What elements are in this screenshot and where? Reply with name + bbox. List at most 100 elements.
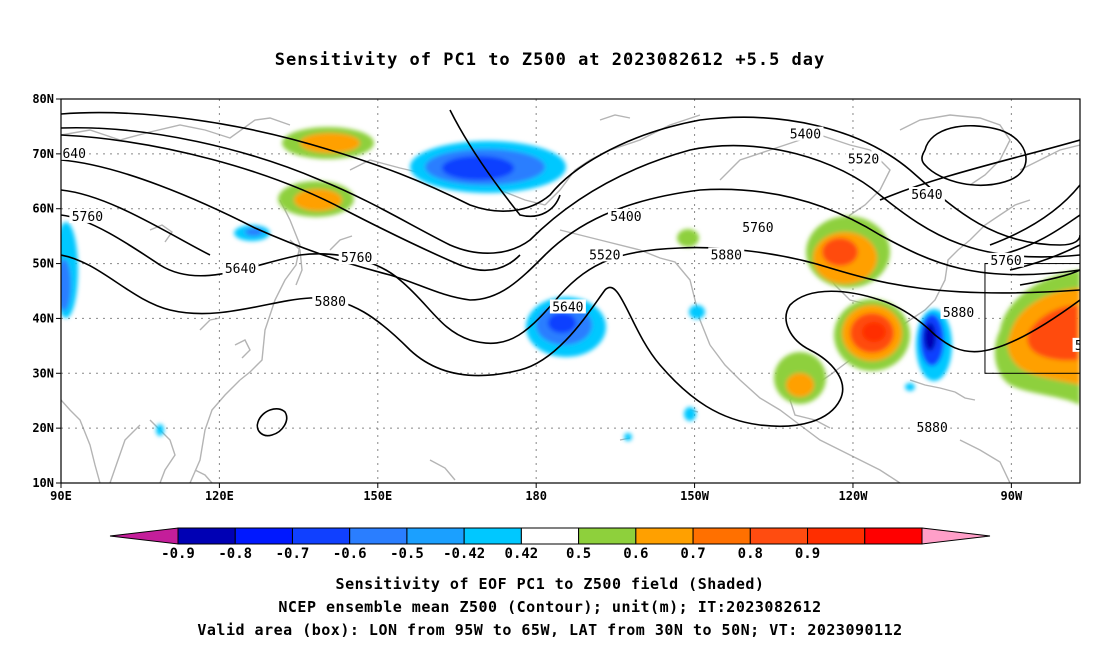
shade-neg-5-core [245,228,263,236]
contour-extra-2 [61,189,211,256]
contour-label: 5880 [943,306,974,321]
contour-label-bg [914,420,951,435]
colorbar-label: 0.7 [680,546,705,562]
colorbar-swatch [349,527,408,545]
colorbar-high-arrow [921,527,991,545]
x-tick-label: 120W [839,489,869,503]
x-tick-label: 150E [363,489,392,503]
x-tick-label: 120E [205,489,234,503]
shade-pos-5-core [862,322,886,342]
contour-label: 5640 [911,188,942,203]
x-tick-label: 90W [1001,489,1023,503]
colorbar-label: -0.7 [276,546,310,562]
colorbar-label: 0.6 [623,546,648,562]
x-tick-label: 90E [50,489,72,503]
contour-extra-6 [1019,269,1080,286]
shade-neg-7 [684,407,696,421]
contour-extra-3 [989,184,1080,246]
shade-neg-1-core [442,156,514,180]
contour-label-bg [908,187,945,201]
contour-label: 5760 [341,251,372,266]
contour-label-bg [312,293,349,308]
contour-extra-5 [1009,244,1080,271]
shade-pos-2-core [294,189,342,211]
contour-5880-loop [256,408,288,437]
colorbar-label: 0.9 [795,546,820,562]
colorbar-swatch [578,527,637,545]
contour-5280 [921,124,1027,187]
x-axis-ticks: 90E 120E 150E 180 150W 120W 90W [50,483,1023,503]
shade-neg-3-core [924,323,936,351]
shade-neg-9 [624,433,632,441]
contour-label: 5520 [848,152,879,167]
y-tick-label: 50N [32,257,54,271]
contour-5760 [61,214,1080,345]
x-tick-label: 180 [525,489,547,503]
contour-label: 5760 [742,221,773,236]
contour-label-bg [586,247,623,262]
shade-pos-7-core [1027,305,1078,361]
map-frame [60,98,1081,484]
shade-pos-3 [677,229,699,247]
contour-label: 5880 [315,295,346,310]
contour-label-bg [940,304,977,319]
contour-label-bg [988,252,1025,267]
contour-label-bg [845,151,882,166]
contour-5400b [449,109,561,217]
colorbar-label: -0.5 [390,546,424,562]
y-tick-label: 40N [32,311,54,325]
contour-label-bg [708,247,745,262]
shade-neg-10 [905,383,915,391]
shade-neg-2-core [548,313,576,333]
y-tick-label: 60N [32,202,54,216]
colorbar-swatch [749,527,809,545]
contour-label: 5760 [72,210,103,225]
shade-neg-8 [156,424,164,436]
map-title: Sensitivity of PC1 to Z500 at 2023082612… [274,50,826,70]
colorbar-label: -0.8 [218,546,252,562]
contour-label-bg [222,261,259,276]
colorbar-swatch [406,527,465,545]
contour-label-bg [338,250,375,265]
contour-extra-1 [61,134,521,271]
x-tick-label: 150W [680,489,710,503]
contour-label: 5880 [1075,339,1100,354]
contour-label-bg [1072,337,1080,352]
footer-line-1: Sensitivity of EOF PC1 to Z500 field (Sh… [335,575,765,593]
colorbar-swatch [291,527,351,545]
sensitivity-shading [61,127,1080,441]
contour-extra-4 [999,214,1080,256]
contour-label: 5400 [790,128,821,143]
colorbar-label: -0.6 [333,546,367,562]
y-tick-label: 20N [32,421,54,435]
contour-label: 5760 [990,254,1021,269]
shade-pos-4-core [822,238,858,266]
contour-extra-7 [879,139,1080,201]
colorbar-swatch [692,527,751,545]
contour-label-bg [69,208,106,223]
contour-label: 5880 [711,248,742,263]
colorbar-swatch [520,527,580,545]
contour-label-bg [739,219,776,234]
colorbar-swatch [864,527,923,545]
contour-label: 5640 [225,262,256,277]
contour-label: 640 [62,147,85,162]
colorbar-low-arrow [109,527,179,545]
y-tick-label: 80N [32,92,54,106]
contour-label: 5400 [610,210,641,225]
colorbar-label: 0.8 [738,546,763,562]
z500-contours [61,109,1080,437]
contour-label-bg [61,145,89,160]
y-axis-ticks: 80N 70N 60N 50N 40N 30N 20N 10N [32,92,61,490]
shade-neg-4-core [61,259,71,311]
shade-pos-1-core [300,133,360,153]
y-tick-label: 30N [32,366,54,380]
contour-5640 [61,159,1080,301]
contour-label-bg [787,126,824,141]
footer-line-3: Valid area (box): LON from 95W to 65W, L… [197,621,903,639]
map-plot-area: 5400552056405280540054006405760564057605… [61,99,1100,483]
colorbar-swatch [635,527,694,545]
contour-labels: 5400552056405280540054006405760564057605… [61,126,1100,436]
shade-pos-6-core [786,373,814,397]
